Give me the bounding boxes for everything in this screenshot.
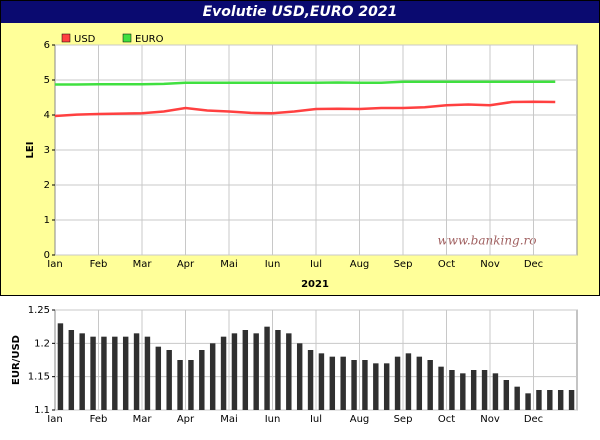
bar: [286, 333, 292, 410]
bar: [101, 336, 107, 410]
bar: [470, 370, 477, 410]
y-axis-label: LEI: [25, 142, 36, 159]
bar: [351, 360, 357, 410]
y-tick-label: 1.25: [28, 305, 50, 316]
legend-swatch: [122, 33, 132, 43]
bar: [188, 360, 194, 410]
bar: [275, 330, 281, 410]
y-tick-label: 3: [44, 145, 50, 156]
legend-label: USD: [74, 34, 96, 45]
title-bar: [1, 1, 599, 23]
x-tick-label: Sep: [394, 414, 413, 425]
bar: [481, 370, 488, 410]
bar: [177, 360, 183, 410]
x-axis-label: 2021: [301, 279, 329, 290]
bar: [449, 370, 455, 410]
bar: [79, 333, 85, 410]
bar: [557, 390, 564, 410]
bar: [155, 346, 162, 410]
y-tick-label: 6: [44, 40, 50, 51]
bar: [340, 356, 346, 410]
bar: [329, 356, 336, 410]
bar: [373, 363, 379, 410]
bar: [112, 336, 118, 410]
bar: [220, 336, 227, 410]
bar: [253, 333, 259, 410]
line: [55, 80, 556, 86]
y-tick-label: 1.1: [34, 405, 50, 416]
y-tick-label: 1.15: [28, 372, 50, 383]
line: [54, 100, 556, 118]
x-tick-label: Aug: [350, 259, 370, 270]
bar: [438, 366, 444, 410]
bar: [362, 360, 368, 410]
x-tick-label: Ian: [47, 259, 62, 270]
bar: [296, 343, 303, 410]
y-axis-label: EUR/USD: [11, 335, 22, 385]
bar: [90, 336, 96, 410]
x-tick-label: Apr: [177, 259, 195, 270]
x-tick-label: Dec: [524, 414, 543, 425]
bar: [68, 330, 75, 410]
x-tick-label: Mar: [133, 414, 153, 425]
x-tick-label: Iun: [265, 259, 281, 270]
x-tick-label: Oct: [438, 259, 455, 270]
bar: [318, 353, 325, 410]
bar: [231, 333, 238, 410]
y-tick-label: 1: [44, 215, 50, 226]
bar: [416, 356, 423, 410]
y-tick-label: 2: [44, 180, 50, 191]
x-tick-label: Iun: [265, 414, 281, 425]
chart-title: Evolutie USD,EURO 2021: [203, 4, 398, 20]
x-tick-label: Apr: [177, 414, 195, 425]
bar: [394, 356, 401, 410]
x-tick-label: Nov: [480, 414, 500, 425]
bar: [525, 393, 531, 410]
x-tick-label: Dec: [524, 259, 543, 270]
x-tick-label: Aug: [350, 414, 370, 425]
bar: [122, 336, 129, 410]
x-tick-label: Feb: [90, 414, 108, 425]
bar: [427, 360, 433, 410]
bar: [307, 350, 314, 410]
bar: [568, 390, 575, 410]
y-tick-label: 4: [44, 110, 50, 121]
bar: [383, 363, 390, 410]
x-tick-label: Mar: [133, 259, 153, 270]
y-tick-label: 0: [44, 250, 50, 261]
bar: [199, 350, 205, 410]
y-tick-label: 1.2: [34, 338, 50, 349]
bar: [57, 323, 64, 410]
bar: [166, 350, 172, 410]
bar: [144, 336, 151, 410]
bar: [460, 373, 466, 410]
bar: [547, 390, 553, 410]
bar: [514, 386, 520, 410]
legend-label: EURO: [135, 34, 164, 45]
x-tick-label: Nov: [480, 259, 500, 270]
x-tick-label: Iul: [310, 259, 322, 270]
bar: [209, 343, 216, 410]
x-tick-label: Mai: [220, 259, 238, 270]
x-tick-label: Sep: [394, 259, 413, 270]
bar: [405, 353, 412, 410]
y-tick-label: 5: [44, 75, 50, 86]
x-tick-label: Mai: [220, 414, 238, 425]
bar: [264, 326, 270, 410]
bar: [242, 330, 249, 410]
x-tick-label: Ian: [47, 414, 62, 425]
x-tick-label: Oct: [438, 414, 455, 425]
legend-swatch: [61, 33, 71, 43]
bar: [492, 373, 499, 410]
x-tick-label: Feb: [90, 259, 108, 270]
bar: [536, 390, 542, 410]
watermark: www.banking.ro: [437, 234, 536, 248]
bar: [133, 333, 140, 410]
x-tick-label: Iul: [310, 414, 322, 425]
bar: [503, 380, 510, 410]
